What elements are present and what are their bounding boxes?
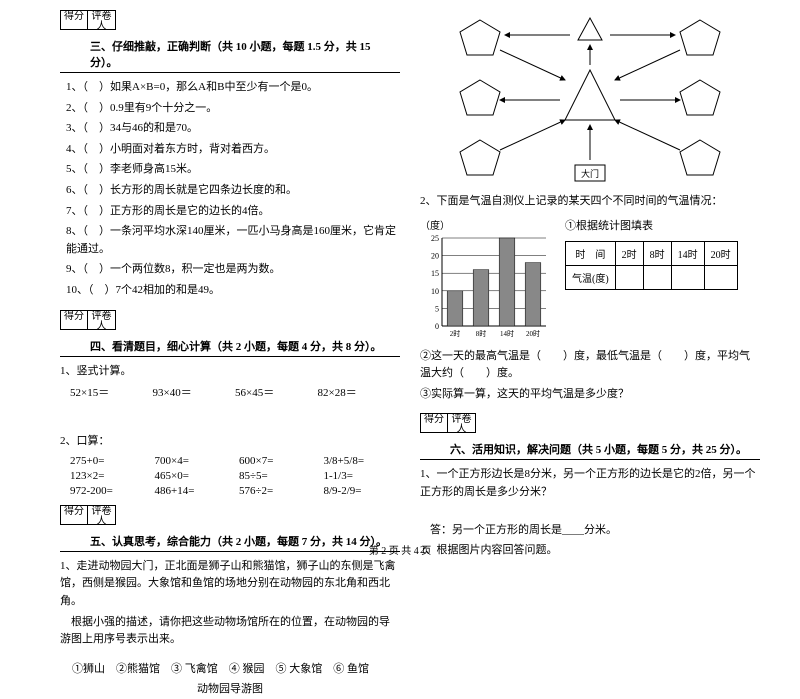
reviewer-label: 评卷人: [88, 10, 116, 30]
section3-title: 三、仔细推敲，正确判断（共 10 小题，每题 1.5 分，共 15 分）。: [90, 38, 400, 70]
s3-item: 1、（ ）如果A×B=0，那么A和B中至少有一个是0。: [66, 79, 400, 97]
svg-text:8时: 8时: [476, 329, 487, 338]
calc-item: 52×15＝: [70, 384, 153, 400]
oral-item: 275+0=: [70, 455, 147, 467]
s3-item: 10、（ ）7个42相加的和是49。: [66, 282, 400, 300]
divider: [60, 356, 400, 357]
gate-label: 大门: [581, 168, 599, 179]
score-label: 得分: [420, 413, 448, 433]
s6-q1: 1、一个正方形边长是8分米，另一个正方形的边长是它的2倍，另一个正方形的周长是多…: [420, 466, 760, 501]
s3-item: 8、（ ）一条河平均水深140厘米，一匹小马身高是160厘米，它肯定能通过。: [66, 223, 400, 258]
calc-row: 52×15＝ 93×40＝ 56×45＝ 82×28＝: [70, 384, 400, 400]
oral-item: 700×4=: [155, 455, 232, 467]
oral-item: 1-1/3=: [324, 470, 401, 482]
section3-items: 1、（ ）如果A×B=0，那么A和B中至少有一个是0。 2、（ ）0.9里有9个…: [60, 79, 400, 300]
zoo-diagram: 大门: [440, 10, 740, 190]
svg-text:25: 25: [431, 234, 439, 243]
chart-title: ①根据统计图填表: [565, 217, 738, 233]
s3-item: 3、（ ）34与46的和是70。: [66, 120, 400, 138]
th-time: 时 间: [566, 241, 616, 265]
section6-title: 六、活用知识，解决问题（共 5 小题，每题 5 分，共 25 分）。: [450, 441, 760, 457]
divider: [420, 459, 760, 460]
td[interactable]: [671, 265, 704, 289]
svg-text:0: 0: [435, 322, 439, 331]
calc-item: 82×28＝: [318, 384, 401, 400]
bar-chart: （度） 25 20 15 10 5 0 2时 8时 14时 20时: [420, 217, 550, 344]
s3-item: 7、（ ）正方形的周长是它的边长的4倍。: [66, 203, 400, 221]
oral-item: 3/8+5/8=: [324, 455, 401, 467]
s3-item: 9、（ ）一个两位数8，积一定也是两为数。: [66, 261, 400, 279]
th-temp: 气温(度): [566, 265, 616, 289]
th: 20时: [704, 241, 737, 265]
s6-q1-ans: 答：另一个正方形的周长是____分米。: [420, 522, 760, 540]
th: 8时: [643, 241, 671, 265]
divider: [60, 72, 400, 73]
oral-item: 85÷5=: [239, 470, 316, 482]
oral-item: 465×0=: [155, 470, 232, 482]
score-label: 得分: [60, 10, 88, 30]
page-footer: 第 2 页 共 4 页: [0, 542, 800, 557]
s4-q2-label: 2、口算：: [60, 433, 400, 451]
section4-title: 四、看清题目，细心计算（共 2 小题，每题 4 分，共 8 分）。: [90, 338, 400, 354]
s3-item: 2、（ ）0.9里有9个十分之一。: [66, 100, 400, 118]
reviewer-label: 评卷人: [88, 505, 116, 525]
svg-text:2时: 2时: [450, 329, 461, 338]
oral-item: 123×2=: [70, 470, 147, 482]
s3-item: 6、（ ）长方形的周长就是它四条边长度的和。: [66, 182, 400, 200]
s5-q1-caption: 动物园导游图: [60, 681, 400, 699]
s4-q1-label: 1、竖式计算。: [60, 363, 400, 381]
reviewer-label: 评卷人: [88, 310, 116, 330]
s3-item: 5、（ ）李老师身高15米。: [66, 161, 400, 179]
oral-grid: 275+0= 700×4= 600×7= 3/8+5/8= 123×2= 465…: [70, 455, 400, 497]
oral-item: 576÷2=: [239, 485, 316, 497]
td[interactable]: [643, 265, 671, 289]
td[interactable]: [704, 265, 737, 289]
s5-q1-p2: 根据小强的描述，请你把这些动物场馆所在的位置，在动物园的导游图上用序号表示出来。: [60, 614, 400, 649]
svg-text:10: 10: [431, 286, 439, 295]
oral-item: 972-200=: [70, 485, 147, 497]
score-label: 得分: [60, 505, 88, 525]
oral-item: 486+14=: [155, 485, 232, 497]
oral-item: 600×7=: [239, 455, 316, 467]
th: 14时: [671, 241, 704, 265]
calc-item: 93×40＝: [153, 384, 236, 400]
svg-text:20: 20: [431, 251, 439, 260]
calc-item: 56×45＝: [235, 384, 318, 400]
data-table: 时 间 2时 8时 14时 20时 气温(度): [565, 241, 738, 290]
td[interactable]: [615, 265, 643, 289]
s5-q1-p1: 1、走进动物园大门，正北面是狮子山和熊猫馆，狮子山的东侧是飞禽馆，西侧是猴园。大…: [60, 558, 400, 611]
s5r-q2-intro: 2、下面是气温自测仪上记录的某天四个不同时间的气温情况：: [420, 193, 760, 211]
s3-item: 4、（ ）小明面对着东方时，背对着西方。: [66, 141, 400, 159]
th: 2时: [615, 241, 643, 265]
svg-text:5: 5: [435, 304, 439, 313]
s5r-line2: ②这一天的最高气温是（ ）度，最低气温是（ ）度，平均气温大约（ ）度。: [420, 348, 760, 383]
s5r-line3: ③实际算一算，这天的平均气温是多少度？: [420, 386, 760, 404]
chart-ylabel: （度）: [420, 217, 550, 232]
svg-text:20时: 20时: [526, 329, 540, 338]
score-label: 得分: [60, 310, 88, 330]
svg-text:14时: 14时: [500, 329, 514, 338]
s5-q1-options: ①狮山 ②熊猫馆 ③ 飞禽馆 ④ 猴园 ⑤ 大象馆 ⑥ 鱼馆: [60, 661, 400, 679]
svg-text:15: 15: [431, 269, 439, 278]
reviewer-label: 评卷人: [448, 413, 476, 433]
oral-item: 8/9-2/9=: [324, 485, 401, 497]
